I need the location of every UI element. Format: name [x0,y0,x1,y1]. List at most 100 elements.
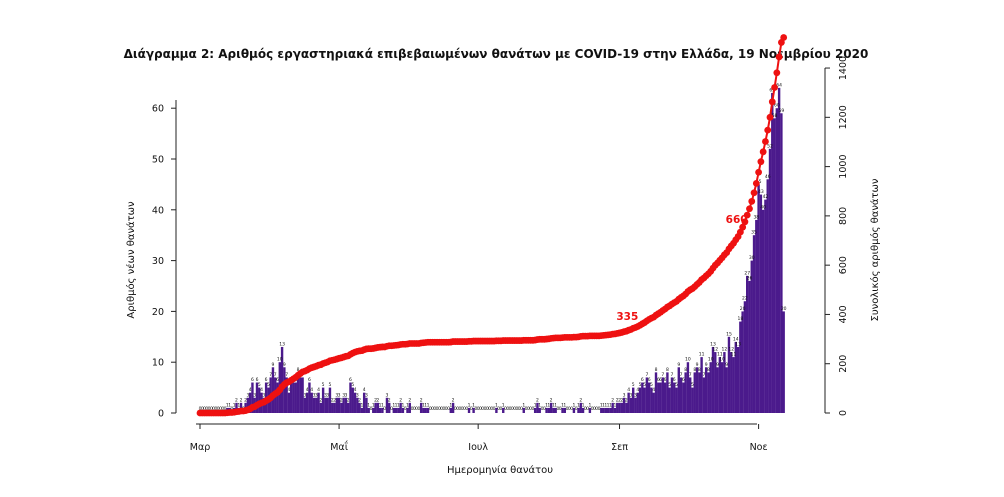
cumulative-point [741,218,749,226]
bar [766,179,769,413]
bar-value-label: 2 [408,397,411,403]
bar-value-label: 1 [588,402,591,408]
bar-value-label: 8 [684,367,687,373]
bar-value-label: 0 [497,406,500,412]
bar-value-label: 40 [760,204,766,210]
bar-value-label: 1 [604,402,607,408]
bar-value-label: 43 [758,189,764,195]
bar [319,402,323,413]
bar [419,402,423,413]
bar-value-label: 1 [607,402,610,408]
bar [700,357,703,413]
bar [695,367,699,413]
cumulative-point [752,179,760,187]
bar-value-label: 0 [215,406,218,412]
bar [276,382,279,413]
y-left-tick-label: 0 [158,409,164,420]
bar [251,382,254,413]
bar-value-label: 0 [458,406,461,412]
bar-value-label: 11 [717,352,723,358]
bar-value-label: 4 [636,387,639,393]
bar-value-label: 1 [367,402,370,408]
bar-value-label: 22 [742,296,748,302]
bar-value-label: 7 [680,372,683,378]
bar [602,407,605,413]
bar [645,377,649,413]
bar-value-label: 4 [627,387,630,393]
bar-value-label: 9 [725,362,728,368]
bar [741,311,744,413]
bar [720,362,724,413]
bar-value-label: 3 [365,392,368,398]
bar-value-label: 6 [276,377,279,383]
bar-value-label: 6 [349,377,352,383]
bar [547,407,551,413]
bar [299,377,302,413]
bar-value-label: 3 [326,392,329,398]
bar [609,407,612,413]
bar-value-label: 0 [461,406,464,412]
bar-value-label: 5 [643,382,646,388]
bar-value-label: 5 [650,382,653,388]
bar-value-label: 0 [454,406,457,412]
bar-value-label: 4 [354,387,357,393]
bar [718,357,722,413]
bar [768,148,772,413]
y-left-tick-label: 20 [152,307,164,318]
bar [746,275,749,413]
bar-value-label: 0 [203,406,206,412]
bar [732,357,735,413]
bar-value-label: 1 [372,402,375,408]
bar-value-label: 5 [668,382,671,388]
bar-value-label: 0 [509,406,512,412]
bar [308,382,311,413]
bar-value-label: 1 [572,402,575,408]
bar-value-label: 0 [201,406,204,412]
x-tick-label: Μαΐ [330,441,348,453]
bar-value-label: 1 [534,402,537,408]
bar [294,382,297,413]
bar-value-label: 0 [413,406,416,412]
bar-value-label: 2 [620,397,623,403]
bar-value-label: 52 [767,143,773,149]
bar [679,377,683,413]
bar [647,382,651,413]
bar [533,407,537,413]
bar-value-label: 2 [452,397,455,403]
bar [755,219,758,413]
bar-value-label: 0 [591,406,594,412]
bar [337,397,341,413]
bar-value-label: 6 [657,377,660,383]
bar-value-label: 5 [267,382,270,388]
bar-value-label: 0 [490,406,493,412]
bar [616,402,619,413]
bar-value-label: 4 [260,387,263,393]
bar [317,392,320,413]
chart-title: Διάγραμμα 2: Αριθμός εργαστηριακά επιβεβ… [124,47,869,61]
bar-value-label: 0 [440,406,443,412]
bar [579,402,582,413]
bar-value-label: 10 [277,357,283,363]
bar-value-label: 1 [600,402,603,408]
bar-value-label: 0 [404,406,407,412]
bar-value-label: 4 [306,387,309,393]
bar [324,397,327,413]
bar-value-label: 6 [256,377,259,383]
bar [326,397,329,413]
bar [283,367,286,413]
cumulative-point [757,158,765,166]
bar-value-label: 3 [344,392,347,398]
bar-value-label: 1 [397,402,400,408]
bar-value-label: 9 [696,362,699,368]
bar [372,407,375,413]
bar [711,346,715,413]
bar-value-label: 1 [538,402,541,408]
bar-value-label: 3 [335,392,338,398]
bar-value-label: 4 [249,387,252,393]
bar-value-label: 1 [472,402,475,408]
bar-value-label: 4 [652,387,655,393]
y-right-tick-label: 1400 [838,56,849,80]
bar-value-label: 7 [689,372,692,378]
cumulative-point [759,148,767,156]
bar-value-label: 0 [541,406,544,412]
